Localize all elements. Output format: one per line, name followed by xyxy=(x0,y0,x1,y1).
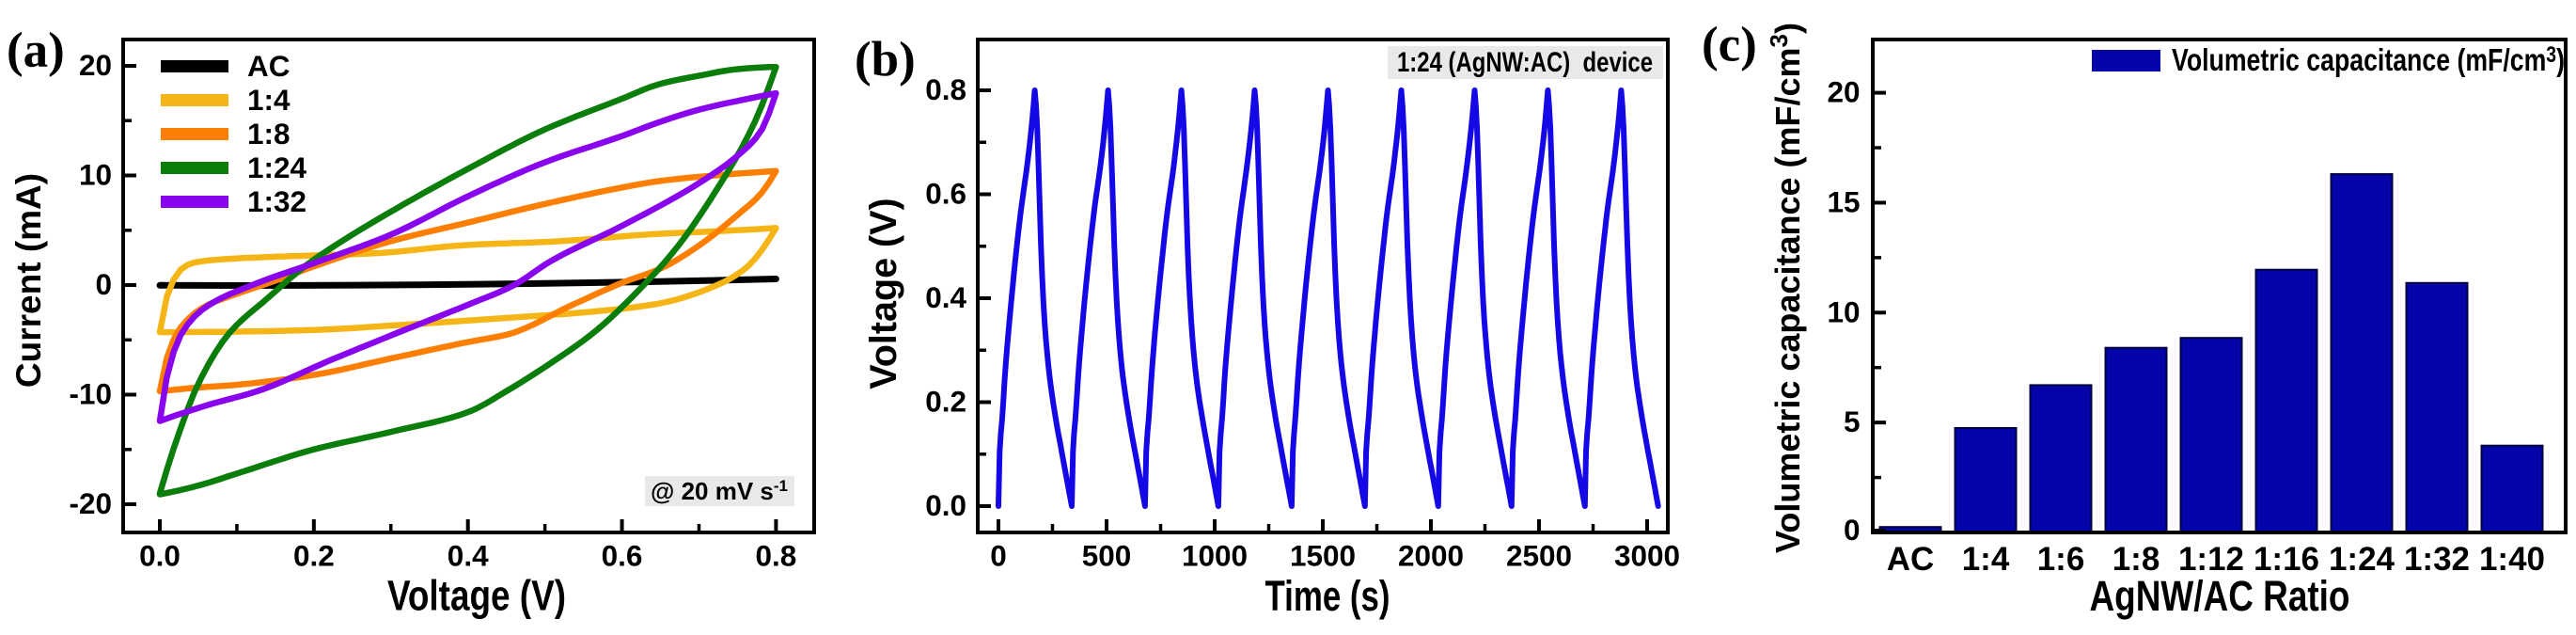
svg-text:20: 20 xyxy=(1827,75,1860,109)
svg-text:2000: 2000 xyxy=(1398,539,1464,573)
svg-text:0: 0 xyxy=(990,539,1007,573)
svg-text:@ 20 mV s-1: @ 20 mV s-1 xyxy=(651,477,788,505)
svg-text:10: 10 xyxy=(1827,294,1860,328)
svg-text:(c): (c) xyxy=(1702,18,1757,72)
svg-text:5: 5 xyxy=(1844,405,1861,438)
svg-text:1:8: 1:8 xyxy=(247,117,291,151)
svg-text:AC: AC xyxy=(247,49,291,83)
svg-text:-10: -10 xyxy=(69,377,112,411)
svg-text:1:6: 1:6 xyxy=(2037,541,2085,578)
svg-text:0.0: 0.0 xyxy=(925,488,966,522)
svg-text:0: 0 xyxy=(1844,513,1861,547)
svg-text:(b): (b) xyxy=(855,33,916,87)
svg-text:Current (mA): Current (mA) xyxy=(9,173,48,388)
svg-text:0.4: 0.4 xyxy=(925,280,966,314)
svg-text:0.2: 0.2 xyxy=(293,539,335,573)
svg-text:Time (s): Time (s) xyxy=(1265,572,1390,620)
svg-text:0.2: 0.2 xyxy=(925,385,966,419)
svg-text:AC: AC xyxy=(1887,541,1935,578)
svg-text:0.0: 0.0 xyxy=(139,539,181,573)
svg-text:Volumetric capacitance (mF/cm3: Volumetric capacitance (mF/cm3) xyxy=(1765,23,1807,553)
svg-text:1500: 1500 xyxy=(1290,539,1356,573)
svg-text:20: 20 xyxy=(79,48,112,82)
svg-text:15: 15 xyxy=(1827,184,1860,218)
svg-text:1000: 1000 xyxy=(1182,539,1248,573)
svg-text:(a): (a) xyxy=(7,24,65,78)
svg-text:1:24: 1:24 xyxy=(2329,541,2395,578)
svg-text:Voltage (V): Voltage (V) xyxy=(863,198,904,389)
svg-text:1:4: 1:4 xyxy=(247,83,291,117)
svg-text:AgNW/AC Ratio: AgNW/AC Ratio xyxy=(2090,572,2350,620)
svg-text:2500: 2500 xyxy=(1506,539,1572,573)
svg-text:1:32: 1:32 xyxy=(247,184,306,218)
svg-text:1:32: 1:32 xyxy=(2404,541,2470,578)
svg-text:0.6: 0.6 xyxy=(602,539,643,573)
svg-text:0.8: 0.8 xyxy=(925,72,966,106)
svg-text:1:4: 1:4 xyxy=(1962,541,2010,578)
svg-text:1:16: 1:16 xyxy=(2254,541,2319,578)
svg-text:-20: -20 xyxy=(69,486,112,520)
svg-text:Volumetric capacitance (mF/cm3: Volumetric capacitance (mF/cm3) xyxy=(2172,42,2565,77)
svg-text:1:24 (AgNW:AC) device: 1:24 (AgNW:AC) device xyxy=(1397,47,1653,78)
svg-text:10: 10 xyxy=(79,158,112,192)
svg-text:0.8: 0.8 xyxy=(756,539,797,573)
svg-text:Voltage (V): Voltage (V) xyxy=(387,572,566,620)
svg-text:0.6: 0.6 xyxy=(925,177,966,211)
svg-text:1:24: 1:24 xyxy=(247,151,307,184)
svg-text:0: 0 xyxy=(95,267,112,301)
svg-text:500: 500 xyxy=(1082,539,1132,573)
svg-text:3000: 3000 xyxy=(1614,539,1680,573)
svg-text:1:40: 1:40 xyxy=(2479,541,2545,578)
svg-text:0.4: 0.4 xyxy=(448,539,489,573)
svg-text:1:12: 1:12 xyxy=(2178,541,2244,578)
svg-text:1:8: 1:8 xyxy=(2113,541,2160,578)
